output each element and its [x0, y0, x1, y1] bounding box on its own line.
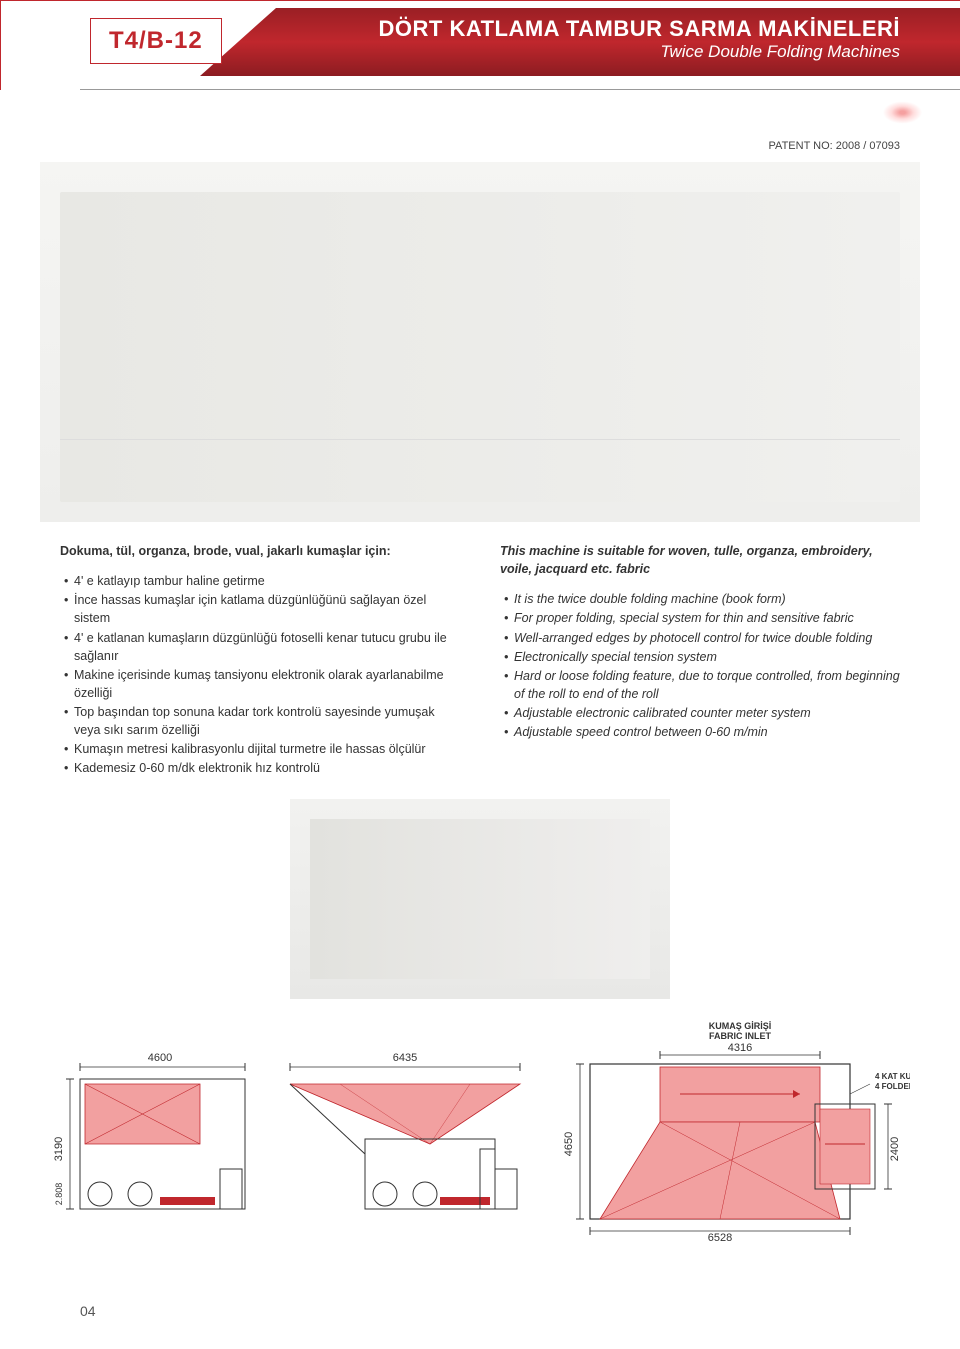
feature-item: Kumaşın metresi kalibrasyonlu dijital tu…: [60, 740, 460, 758]
dim-right-height: 2400: [889, 1136, 901, 1160]
dim-top-width: 4316: [728, 1042, 752, 1054]
turkish-feature-list: 4' e katlayıp tambur haline getirmeİnce …: [60, 572, 460, 777]
dim-width-1: 4600: [148, 1052, 172, 1064]
corner-decoration: [0, 0, 80, 90]
feature-item: Hard or loose folding feature, due to to…: [500, 667, 900, 703]
header-rule-top: [80, 0, 960, 1]
feature-item: 4' e katlanan kumaşların düzgünlüğü foto…: [60, 629, 460, 665]
patent-number: PATENT NO: 2008 / 07093: [0, 140, 960, 152]
inlet-label-tr: KUMAŞ GİRİŞİ: [709, 1021, 772, 1031]
english-column: This machine is suitable for woven, tull…: [500, 542, 900, 779]
feature-item: It is the twice double folding machine (…: [500, 590, 900, 608]
turkish-column: Dokuma, tül, organza, brode, vual, jakar…: [60, 542, 460, 779]
title-turkish: DÖRT KATLAMA TAMBUR SARMA MAKİNELERİ: [379, 16, 901, 42]
inlet-label-en: FABRIC INLET: [709, 1031, 772, 1041]
diagram-top-view: KUMAŞ GİRİŞİ FABRIC INLET 4316 4 KAT KUM…: [550, 1019, 910, 1249]
diagram-side-view-1: 4600 3190 2.808: [50, 1049, 260, 1249]
outlet-label-tr: 4 KAT KUMAŞ ÇIKIŞI: [875, 1072, 910, 1081]
banner-text: DÖRT KATLAMA TAMBUR SARMA MAKİNELERİ Twi…: [379, 16, 901, 62]
technical-drawings: 4600 3190 2.808: [0, 1019, 960, 1249]
dim-width-2: 6435: [393, 1052, 417, 1064]
feature-item: 4' e katlayıp tambur haline getirme: [60, 572, 460, 590]
outlet-label-en: 4 FOLDED FABRIC OUTLET: [875, 1082, 910, 1091]
feature-item: Electronically special tension system: [500, 648, 900, 666]
dim-bottom-width: 6528: [708, 1232, 732, 1244]
diagram-side-view-2: 6435: [280, 1049, 530, 1249]
feature-item: Top başından top sonuna kadar tork kontr…: [60, 703, 460, 739]
english-heading: This machine is suitable for woven, tull…: [500, 542, 900, 578]
feature-item: Adjustable speed control between 0-60 m/…: [500, 723, 900, 741]
feature-item: Well-arranged edges by photocell control…: [500, 629, 900, 647]
dim-left-height: 4650: [563, 1131, 575, 1155]
model-code: T4/B-12: [109, 27, 203, 54]
title-english: Twice Double Folding Machines: [379, 42, 901, 62]
model-code-box: T4/B-12: [90, 18, 222, 64]
header-rule-bottom: [80, 89, 960, 90]
machine-photo-small: [290, 799, 670, 999]
feature-item: İnce hassas kumaşlar için katlama düzgün…: [60, 591, 460, 627]
feature-item: For proper folding, special system for t…: [500, 609, 900, 627]
machine-photo-large: [40, 162, 920, 522]
header-banner: T4/B-12 DÖRT KATLAMA TAMBUR SARMA MAKİNE…: [0, 0, 960, 90]
feature-item: Makine içerisinde kumaş tansiyonu elektr…: [60, 666, 460, 702]
feature-item: Kademesiz 0-60 m/dk elektronik hız kontr…: [60, 759, 460, 777]
feature-item: Adjustable electronic calibrated counter…: [500, 704, 900, 722]
brand-logo-icon: [875, 95, 930, 130]
page-number: 04: [80, 1303, 96, 1319]
dim-height-1: 3190: [53, 1136, 65, 1160]
english-feature-list: It is the twice double folding machine (…: [500, 590, 900, 741]
turkish-heading: Dokuma, tül, organza, brode, vual, jakar…: [60, 542, 460, 560]
dim-subheight-1: 2.808: [54, 1182, 64, 1205]
description-columns: Dokuma, tül, organza, brode, vual, jakar…: [0, 542, 960, 779]
